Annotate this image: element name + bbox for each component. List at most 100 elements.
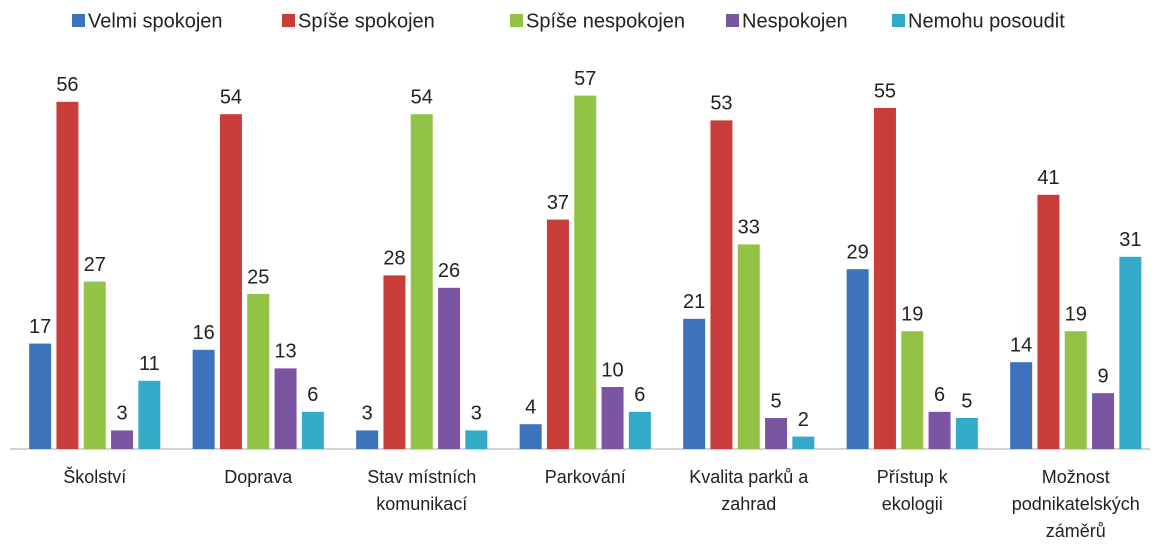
bar <box>192 349 215 449</box>
legend-label: Nespokojen <box>742 10 848 32</box>
data-label: 37 <box>547 192 569 214</box>
data-label: 28 <box>383 248 405 270</box>
data-label: 57 <box>574 68 596 90</box>
data-label: 53 <box>710 93 732 115</box>
x-tick-label-line: Stav místních <box>367 467 476 487</box>
bar <box>111 430 134 449</box>
bar <box>301 411 324 449</box>
bar <box>274 368 297 449</box>
data-label: 25 <box>247 266 269 288</box>
legend-label: Velmi spokojen <box>88 10 223 32</box>
bar <box>955 418 978 449</box>
x-tick-label-line: zahrad <box>721 494 776 514</box>
bar <box>1092 393 1115 449</box>
bar <box>1010 362 1033 449</box>
data-label: 3 <box>116 403 127 425</box>
x-tick-label-line: ekologii <box>882 494 943 514</box>
data-label: 29 <box>847 241 869 263</box>
data-label: 31 <box>1119 229 1141 251</box>
bar <box>601 387 624 449</box>
bar <box>219 114 242 449</box>
x-tick-label-line: komunikací <box>376 494 467 514</box>
bar <box>247 294 270 449</box>
bar <box>792 436 815 449</box>
x-tick-label-line: podnikatelských <box>1012 494 1140 514</box>
data-label: 2 <box>798 409 809 431</box>
data-label: 54 <box>220 86 242 108</box>
legend-swatch <box>282 14 295 27</box>
data-label: 17 <box>29 316 51 338</box>
data-label: 26 <box>438 260 460 282</box>
bar <box>683 318 706 449</box>
x-tick-label: Školství <box>63 466 126 487</box>
data-label: 13 <box>274 341 296 363</box>
data-label: 27 <box>84 254 106 276</box>
bar <box>546 219 569 449</box>
bar <box>710 120 733 450</box>
data-label: 10 <box>601 359 623 381</box>
legend-swatch <box>726 14 739 27</box>
data-label: 5 <box>770 390 781 412</box>
x-tick-label: Přístup k ekologii <box>877 467 949 514</box>
bar <box>519 424 542 449</box>
bar <box>873 108 896 449</box>
data-label: 5 <box>961 390 972 412</box>
data-label: 19 <box>901 303 923 325</box>
bar <box>1037 194 1060 449</box>
data-label: 33 <box>738 217 760 239</box>
data-label: 3 <box>362 403 373 425</box>
bar <box>356 430 379 449</box>
x-tick-label-line: Přístup k <box>877 467 949 487</box>
data-label: 6 <box>307 384 318 406</box>
bar <box>29 343 52 449</box>
legend-label: Spíše nespokojen <box>526 10 685 32</box>
data-label: 6 <box>634 384 645 406</box>
x-tick-label: Parkování <box>545 467 626 487</box>
bar <box>138 380 161 449</box>
bar <box>410 114 433 449</box>
x-tick-label-line: Parkování <box>545 467 626 487</box>
bar <box>901 331 924 449</box>
bar <box>1119 256 1142 449</box>
data-label: 54 <box>411 86 433 108</box>
legend-swatch <box>510 14 523 27</box>
data-label: 4 <box>525 396 536 418</box>
bar <box>465 430 488 449</box>
data-label: 3 <box>471 403 482 425</box>
data-label: 21 <box>683 291 705 313</box>
x-tick-label-line: Doprava <box>224 467 293 487</box>
x-tick-label: Možnost podnikatelských záměrů <box>1012 467 1140 541</box>
data-label: 55 <box>874 80 896 102</box>
bar <box>628 411 651 449</box>
bar <box>83 281 106 449</box>
x-tick-label: Kvalita parků a zahrad <box>689 467 809 514</box>
bar <box>383 275 406 449</box>
bar <box>928 411 951 449</box>
bar <box>438 287 461 449</box>
x-tick-label-line: Možnost <box>1042 467 1110 487</box>
legend-swatch <box>892 14 905 27</box>
bar <box>737 244 760 449</box>
x-tick-label-line: záměrů <box>1046 521 1106 541</box>
data-label: 6 <box>934 384 945 406</box>
x-tick-label: Doprava <box>224 467 293 487</box>
data-label: 41 <box>1037 167 1059 189</box>
bar <box>846 269 869 449</box>
legend-label: Spíše spokojen <box>298 10 435 32</box>
data-label: 9 <box>1097 365 1108 387</box>
legend-label: Nemohu posoudit <box>908 10 1065 32</box>
x-tick-label: Stav místních komunikací <box>367 467 476 514</box>
data-label: 56 <box>56 74 78 96</box>
data-label: 16 <box>193 322 215 344</box>
bar <box>574 95 597 449</box>
data-label: 19 <box>1065 303 1087 325</box>
x-tick-label-line: Školství <box>63 466 126 487</box>
bar <box>1064 331 1087 449</box>
data-label: 11 <box>139 353 160 375</box>
x-tick-label-line: Kvalita parků a <box>689 467 809 487</box>
bar <box>765 418 788 449</box>
legend-swatch <box>72 14 85 27</box>
bar <box>56 101 79 450</box>
data-label: 14 <box>1010 334 1032 356</box>
